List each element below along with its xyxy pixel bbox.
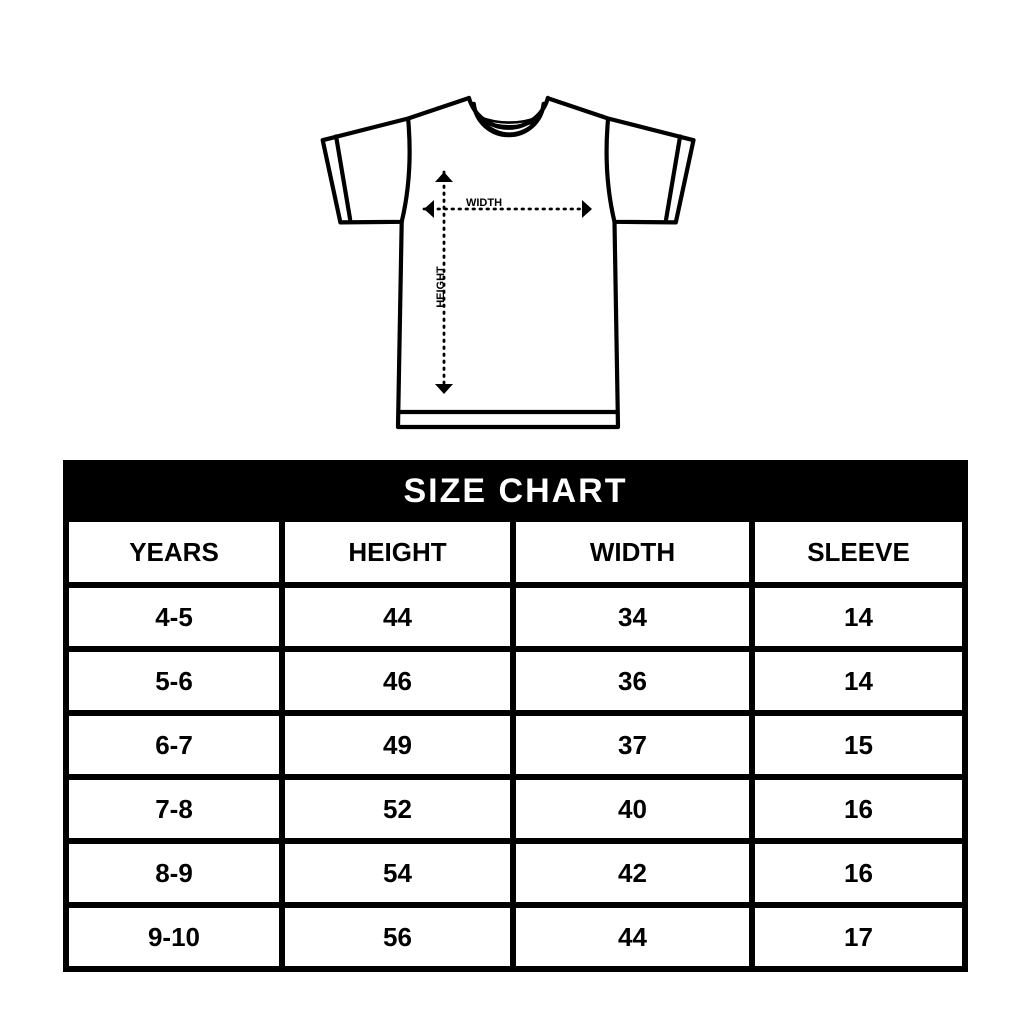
svg-text:WIDTH: WIDTH (466, 197, 502, 209)
svg-text:HEIGHT: HEIGHT (435, 266, 447, 308)
